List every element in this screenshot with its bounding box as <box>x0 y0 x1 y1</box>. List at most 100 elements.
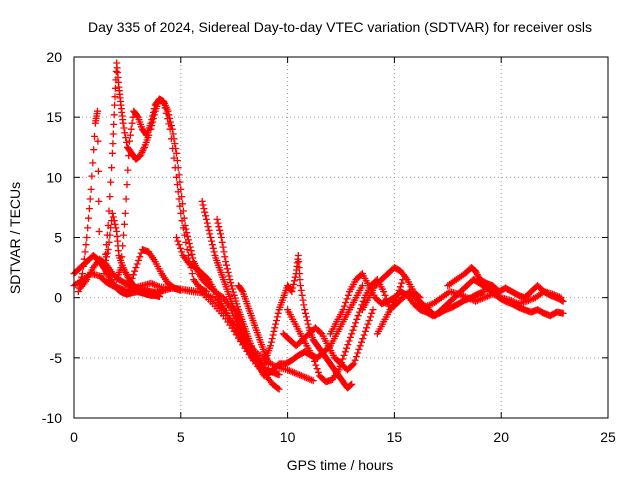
x-tick-label: 5 <box>177 429 185 445</box>
data-point <box>172 145 180 152</box>
data-point <box>83 234 91 241</box>
data-point <box>275 371 283 379</box>
data-point <box>119 119 127 127</box>
data-point <box>291 273 299 281</box>
data-point <box>225 272 233 280</box>
y-tick-label: 10 <box>46 169 62 185</box>
data-point <box>111 93 119 101</box>
data-point <box>297 286 305 294</box>
data-point <box>359 297 367 305</box>
data-point <box>336 362 344 370</box>
data-point <box>221 253 229 261</box>
data-point <box>198 197 206 205</box>
data-point <box>299 296 307 304</box>
data-point <box>203 274 211 282</box>
series-sat-j <box>198 197 257 364</box>
y-axis-label: SDTVAR / TECUs <box>7 182 23 294</box>
data-point <box>309 354 317 362</box>
data-point <box>199 201 207 209</box>
data-point <box>380 288 388 296</box>
data-point <box>271 324 279 332</box>
data-point <box>353 315 361 323</box>
data-point <box>155 293 163 300</box>
data-point <box>398 279 406 287</box>
data-point <box>133 260 141 268</box>
data-point <box>355 345 363 353</box>
y-tick-label: -10 <box>42 410 62 426</box>
data-point <box>295 264 303 272</box>
data-point <box>80 255 88 263</box>
data-point <box>200 205 208 213</box>
data-point <box>150 111 158 119</box>
data-point <box>147 125 155 133</box>
data-point <box>350 323 358 330</box>
data-point <box>102 250 110 258</box>
data-point <box>289 284 297 292</box>
data-point <box>185 236 192 244</box>
data-point <box>273 317 280 324</box>
data-point <box>175 241 183 249</box>
data-point <box>104 222 112 229</box>
data-point <box>298 291 306 299</box>
data-point <box>202 288 210 296</box>
data-point <box>123 181 131 189</box>
data-point <box>81 248 89 256</box>
data-point <box>361 327 369 335</box>
data-point <box>201 287 209 295</box>
data-point <box>206 230 214 238</box>
y-tick-label: -5 <box>50 350 63 366</box>
data-point <box>360 331 368 339</box>
data-point <box>150 114 157 122</box>
data-point <box>349 326 357 334</box>
data-point <box>110 111 118 119</box>
data-point <box>187 247 195 255</box>
data-point <box>339 306 347 314</box>
data-point <box>120 220 128 228</box>
data-point <box>179 207 187 215</box>
data-point <box>119 242 127 250</box>
data-point <box>347 381 355 389</box>
data-point <box>340 351 348 359</box>
data-point <box>229 288 237 296</box>
data-point <box>354 312 362 320</box>
data-point <box>75 284 83 292</box>
data-point <box>203 219 211 227</box>
data-point <box>301 306 309 314</box>
chart-title: Day 335 of 2024, Sidereal Day-to-day VTE… <box>88 19 592 35</box>
y-tick-label: 5 <box>54 230 62 246</box>
data-point <box>74 288 82 296</box>
data-point <box>559 297 567 305</box>
data-point <box>181 222 189 229</box>
data-point <box>313 365 321 373</box>
series-sat-u <box>444 264 567 305</box>
data-point <box>77 277 85 285</box>
data-point <box>359 335 367 343</box>
series-sat-g <box>126 246 185 294</box>
data-point <box>79 270 86 278</box>
data-point <box>222 258 230 266</box>
data-point <box>367 313 374 321</box>
data-point <box>167 118 174 126</box>
data-point <box>344 341 352 349</box>
data-point <box>128 119 136 127</box>
data-point <box>369 306 377 314</box>
data-point <box>296 282 304 290</box>
series-sat-k <box>213 215 268 380</box>
data-point <box>270 327 278 335</box>
x-tick-label: 10 <box>280 429 296 445</box>
data-point <box>296 270 304 278</box>
data-point <box>350 360 358 368</box>
data-point <box>87 185 95 193</box>
data-point <box>354 349 362 357</box>
data-point <box>201 208 209 216</box>
data-point <box>107 178 115 186</box>
data-point <box>363 324 371 332</box>
data-point <box>216 226 224 234</box>
data-point <box>104 246 112 253</box>
data-point <box>302 313 310 321</box>
data-point <box>207 234 215 241</box>
data-point <box>89 159 97 167</box>
data-point <box>164 107 172 115</box>
x-tick-label: 25 <box>600 429 616 445</box>
data-point <box>217 230 224 238</box>
